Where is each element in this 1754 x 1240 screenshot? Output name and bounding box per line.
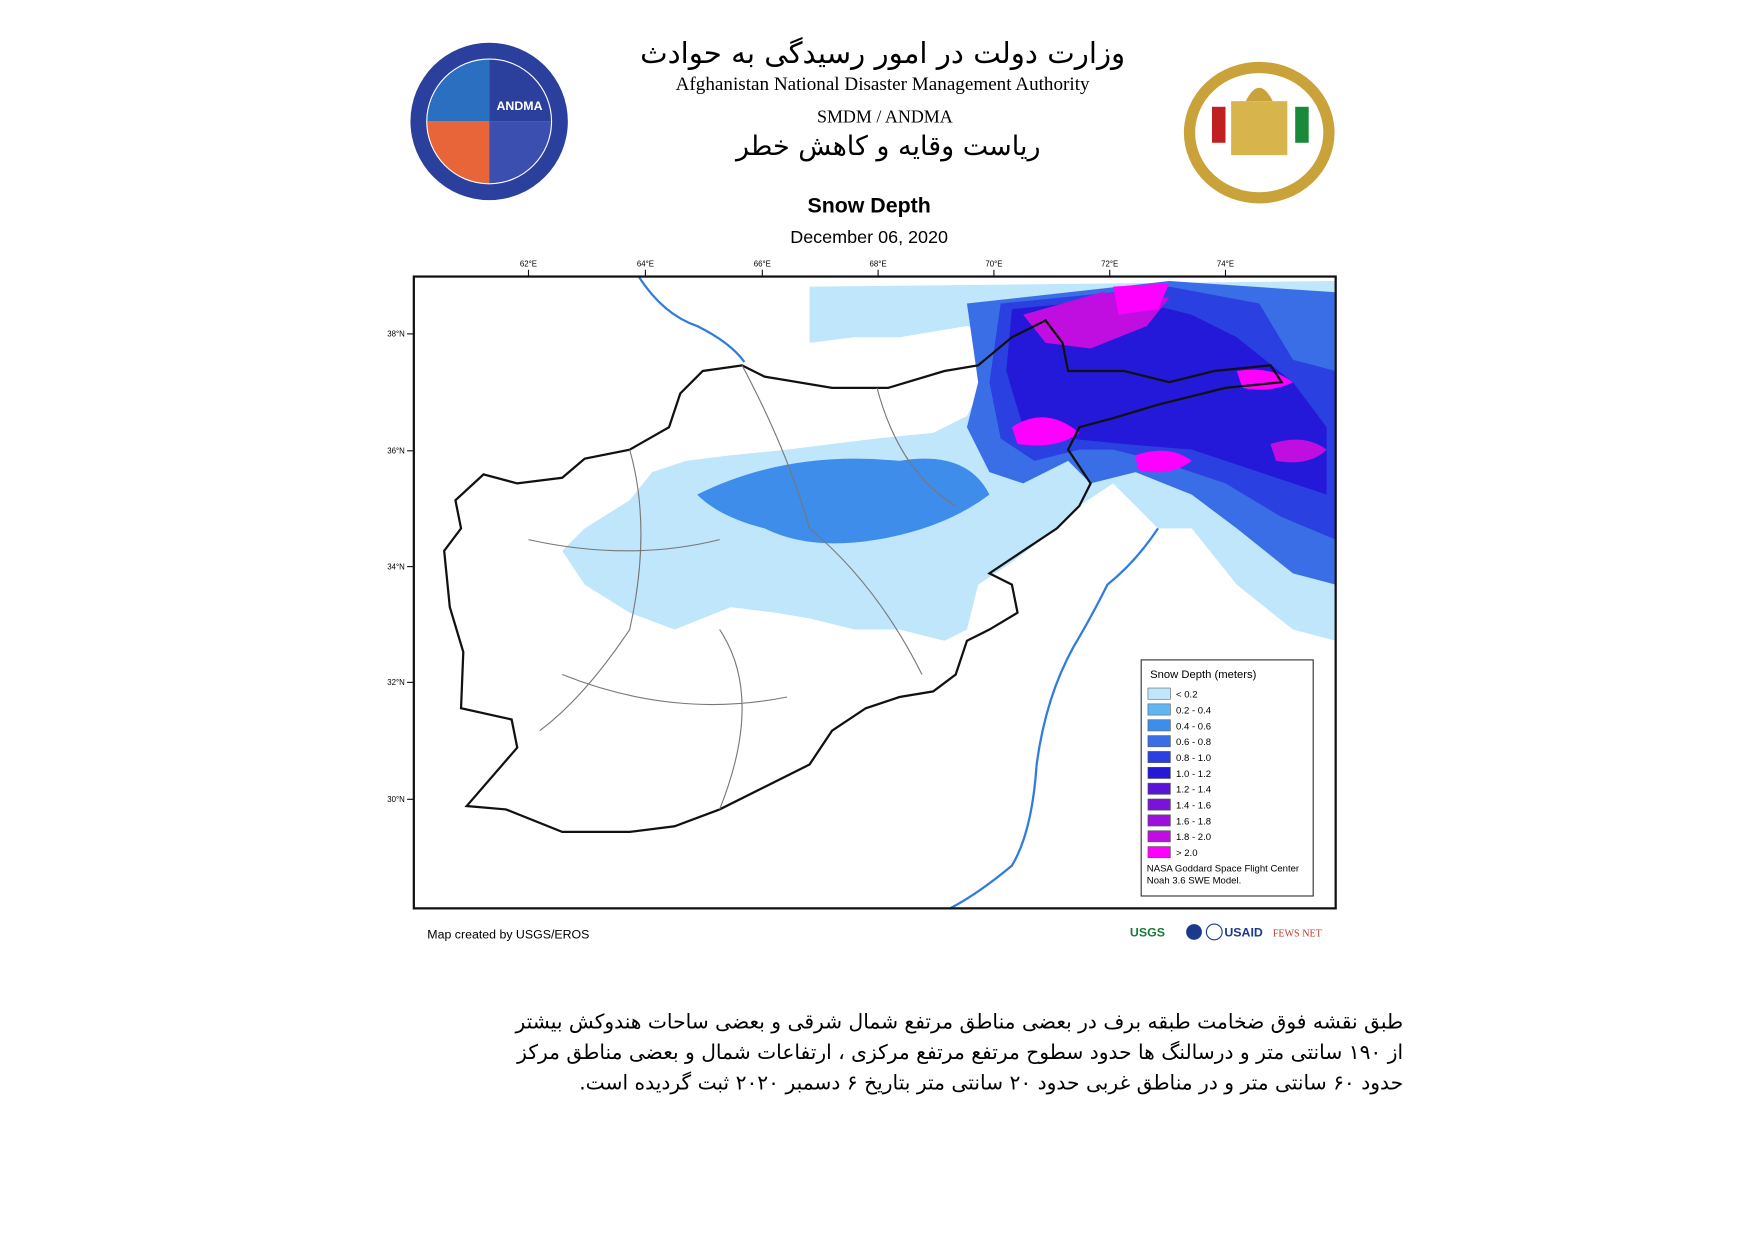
legend-label: 0.8 - 1.0	[1176, 753, 1211, 764]
legend-swatch	[1147, 798, 1171, 811]
legend-swatch	[1147, 830, 1171, 843]
legend-label: 0.2 - 0.4	[1176, 705, 1212, 716]
footer-logo: USAID	[1224, 925, 1263, 939]
national-emblem	[1183, 61, 1335, 204]
footer-logo: FEWS NET	[1273, 928, 1322, 939]
map-title: Snow Depth	[807, 193, 930, 217]
lon-label: 70°E	[985, 259, 1002, 268]
legend-swatch	[1147, 751, 1171, 763]
lat-label: 34°N	[387, 562, 405, 571]
header-unit-fa: ریاست وقایه و کاهش خطر	[734, 131, 1041, 162]
legend-label: < 0.2	[1176, 690, 1198, 701]
legend-label: 1.0 - 1.2	[1176, 769, 1211, 780]
legend-label: 1.4 - 1.6	[1176, 801, 1211, 812]
lon-label: 62°E	[520, 259, 537, 268]
header-unit-en: SMDM / ANDMA	[817, 107, 953, 127]
legend-swatch	[1147, 782, 1171, 795]
lon-label: 72°E	[1101, 259, 1118, 268]
lon-label: 68°E	[870, 259, 887, 268]
legend-label: 1.2 - 1.4	[1176, 785, 1212, 796]
legend-swatch	[1147, 687, 1171, 700]
legend-swatch	[1147, 703, 1171, 716]
footer-logos: USGS USAID FEWS NET	[1130, 923, 1322, 941]
legend-label: 1.6 - 1.8	[1176, 816, 1211, 827]
legend-title: Snow Depth (meters)	[1150, 669, 1256, 681]
map-credit: Map created by USGS/EROS	[427, 928, 589, 942]
caption-line: از ۱۹۰ سانتی متر و درسالنگ ها حدود سطوح …	[516, 1040, 1403, 1064]
header-title-fa: وزارت دولت در امور رسیدگی به حوادث	[640, 36, 1125, 70]
legend-label: 0.4 - 0.6	[1176, 721, 1211, 732]
caption-line: حدود ۶۰ سانتی متر و در مناطق غربی حدود ۲…	[579, 1070, 1403, 1094]
lon-label: 64°E	[637, 259, 654, 268]
legend-label: 1.8 - 2.0	[1176, 832, 1211, 843]
andma-logo: ANDMA	[410, 42, 568, 201]
legend-source: NASA Goddard Space Flight Center	[1147, 863, 1300, 874]
lat-label: 36°N	[387, 447, 405, 456]
lon-label: 66°E	[754, 259, 771, 268]
legend-swatch	[1147, 735, 1171, 748]
caption-line: طبق نقشه فوق ضخامت طبقه برف در بعضی مناط…	[514, 1010, 1403, 1034]
lat-label: 32°N	[387, 678, 405, 687]
header-title-en: Afghanistan National Disaster Management…	[676, 74, 1090, 95]
legend-swatch	[1147, 719, 1171, 732]
map-date: December 06, 2020	[790, 227, 948, 247]
legend-source: Noah 3.6 SWE Model.	[1147, 876, 1241, 887]
map: 62°E 64°E 66°E 68°E 70°E 72°E 74°E 38°N 36°N 34°…	[387, 259, 1337, 910]
legend-swatch	[1147, 814, 1171, 827]
legend-label: > 2.0	[1176, 848, 1198, 859]
footer-logo: USGS	[1130, 925, 1165, 939]
legend-label: 0.6 - 0.8	[1176, 737, 1211, 748]
lat-label: 30°N	[387, 795, 405, 804]
legend-swatch	[1147, 846, 1171, 859]
legend-swatch	[1147, 766, 1171, 779]
lat-label: 38°N	[387, 330, 405, 339]
lon-label: 74°E	[1217, 259, 1234, 268]
logo-text: ANDMA	[497, 99, 543, 113]
